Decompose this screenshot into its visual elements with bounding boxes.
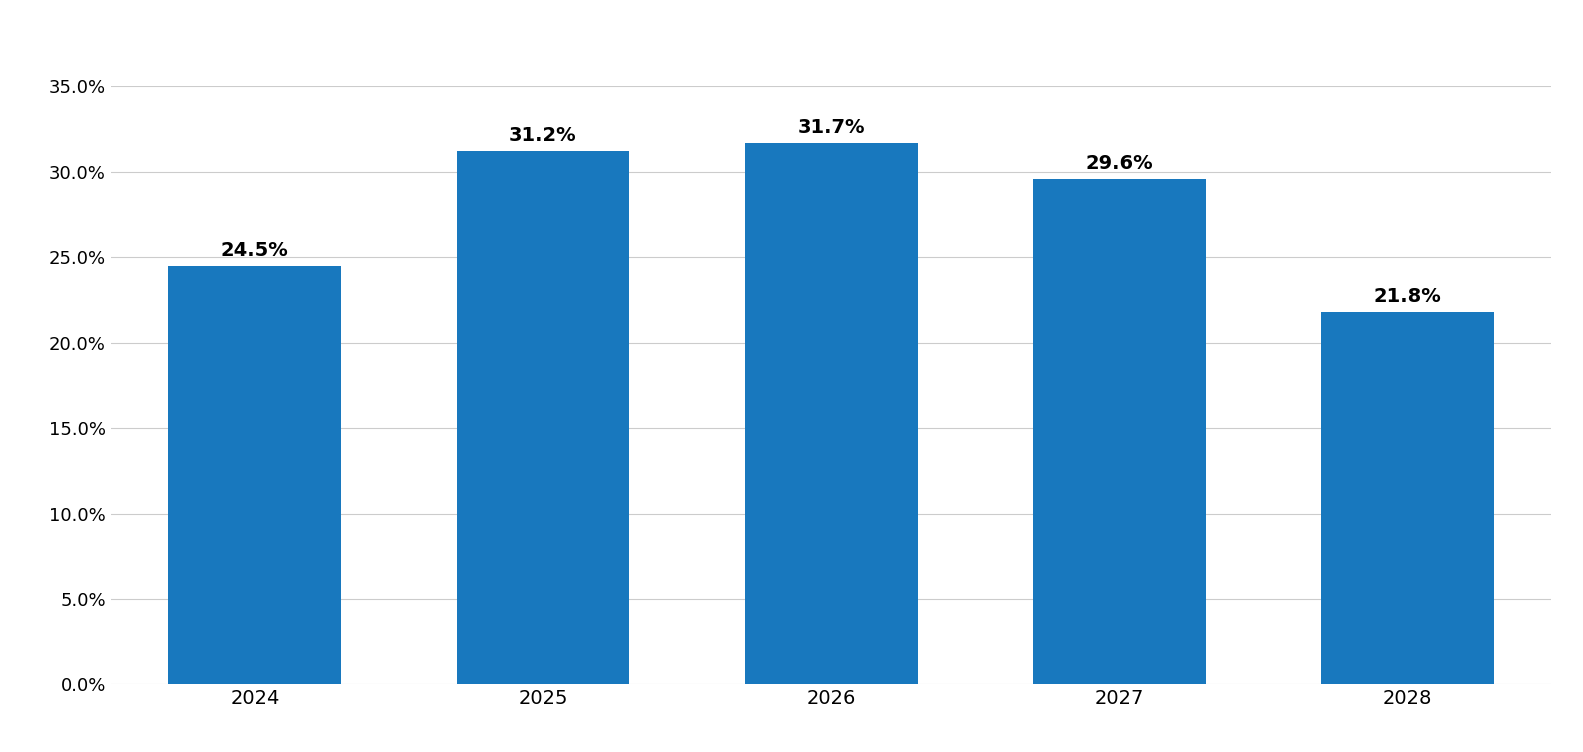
Bar bbox=[1032, 179, 1206, 684]
Bar bbox=[744, 143, 918, 684]
Bar bbox=[456, 151, 630, 684]
Text: 24.5%: 24.5% bbox=[222, 241, 288, 260]
Text: PERCENT OF CMBS MATURITIES WITH SUB-9% DEBT YIELD: PERCENT OF CMBS MATURITIES WITH SUB-9% D… bbox=[429, 33, 1154, 53]
Text: 21.8%: 21.8% bbox=[1374, 287, 1441, 306]
Bar bbox=[168, 266, 342, 684]
Text: 29.6%: 29.6% bbox=[1086, 153, 1152, 173]
Text: 31.7%: 31.7% bbox=[798, 118, 864, 137]
Bar bbox=[1320, 312, 1494, 684]
Text: 31.2%: 31.2% bbox=[510, 126, 576, 145]
